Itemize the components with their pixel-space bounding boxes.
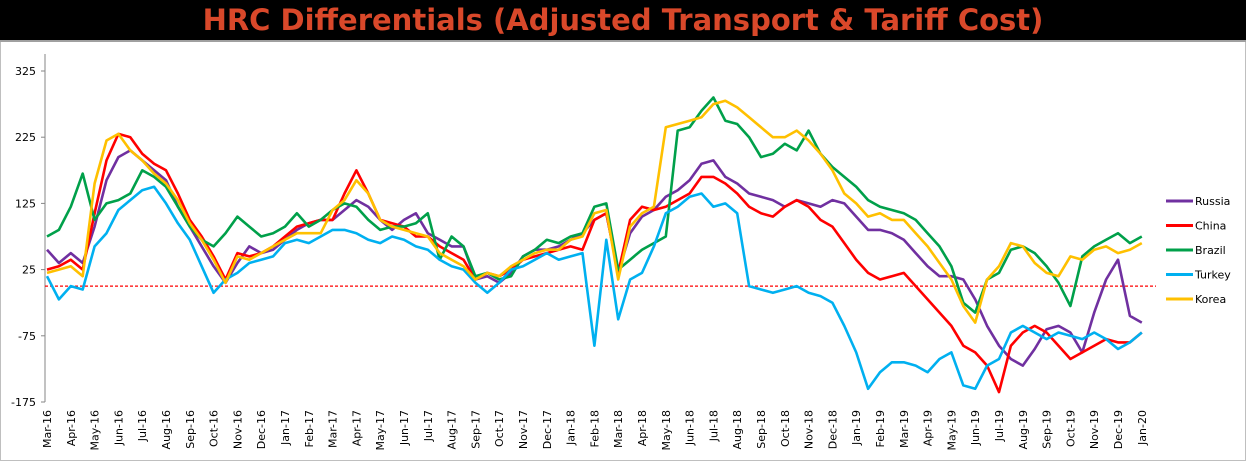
x-tick-label: Feb-17 — [303, 410, 316, 447]
x-tick-label: Nov-18 — [803, 410, 816, 449]
x-tick-label: Oct-18 — [779, 410, 792, 447]
x-tick-label: Jan-17 — [279, 410, 292, 446]
x-tick-label: Nov-17 — [517, 410, 530, 449]
x-tick-label: Oct-17 — [493, 410, 506, 447]
series-line-brazil — [46, 96, 1143, 314]
x-tick-label: Mar-19 — [898, 410, 911, 448]
x-tick-label: Mar-16 — [41, 410, 54, 448]
title-bar: HRC Differentials (Adjusted Transport & … — [0, 0, 1246, 42]
x-tick-label: Apr-17 — [350, 410, 363, 446]
x-tick-label: Jul-17 — [422, 410, 435, 442]
y-tick-label: 325 — [15, 65, 36, 78]
y-tick-label: -175 — [11, 396, 36, 409]
legend-label-turkey: Turkey — [1194, 269, 1231, 282]
x-tick-label: Nov-19 — [1088, 410, 1101, 449]
x-tick-label: Apr-19 — [922, 410, 935, 446]
x-tick-label: May-16 — [89, 410, 102, 451]
x-tick-label: Dec-18 — [826, 410, 839, 449]
x-tick-label: Dec-19 — [1112, 410, 1125, 449]
x-tick-label: Jul-16 — [136, 410, 149, 442]
x-tick-label: Sep-17 — [469, 410, 482, 449]
x-tick-label: Sep-19 — [1041, 410, 1054, 449]
x-tick-label: Jan-18 — [565, 410, 578, 446]
chart-title: HRC Differentials (Adjusted Transport & … — [202, 3, 1044, 37]
x-tick-label: Jan-20 — [1136, 410, 1149, 446]
x-tick-label: Sep-18 — [755, 410, 768, 449]
x-tick-label: Sep-16 — [184, 410, 197, 449]
legend-label-korea: Korea — [1195, 293, 1226, 306]
x-tick-label: Jun-16 — [112, 410, 125, 446]
x-tick-label: Aug-17 — [446, 410, 459, 449]
x-tick-label: Jun-17 — [398, 410, 411, 446]
x-tick-label: Oct-19 — [1064, 410, 1077, 447]
legend-label-china: China — [1195, 220, 1226, 233]
x-tick-label: May-18 — [660, 410, 673, 451]
y-tick-label: 225 — [15, 131, 36, 144]
x-tick-label: May-17 — [374, 410, 387, 451]
y-tick-label: -75 — [18, 330, 36, 343]
x-tick-label: Oct-16 — [208, 410, 221, 447]
y-tick-label: 125 — [15, 197, 36, 210]
y-tick-label: 25 — [22, 264, 36, 277]
x-tick-label: Jul-18 — [707, 410, 720, 442]
x-tick-label: Nov-16 — [231, 410, 244, 449]
x-tick-label: Jul-19 — [993, 410, 1006, 442]
x-tick-label: Feb-18 — [588, 410, 601, 447]
series-line-korea — [46, 99, 1143, 324]
x-tick-label: Aug-18 — [731, 410, 744, 449]
x-tick-label: Jun-18 — [684, 410, 697, 446]
legend-label-russia: Russia — [1195, 195, 1230, 208]
x-tick-label: Dec-17 — [541, 410, 554, 449]
x-tick-label: Mar-18 — [612, 410, 625, 448]
x-tick-label: May-19 — [945, 410, 958, 451]
legend-label-brazil: Brazil — [1195, 244, 1226, 257]
x-tick-label: Jan-19 — [850, 410, 863, 446]
x-tick-label: Feb-19 — [874, 410, 887, 447]
x-tick-label: Aug-19 — [1017, 410, 1030, 449]
x-tick-label: Jun-19 — [969, 410, 982, 446]
x-tick-label: Apr-16 — [65, 410, 78, 446]
x-tick-label: Apr-18 — [636, 410, 649, 446]
series-line-china — [46, 132, 1143, 394]
x-tick-label: Dec-16 — [255, 410, 268, 449]
x-tick-label: Aug-16 — [160, 410, 173, 449]
series-line-turkey — [45, 185, 1143, 391]
x-tick-label: Mar-17 — [327, 410, 340, 448]
